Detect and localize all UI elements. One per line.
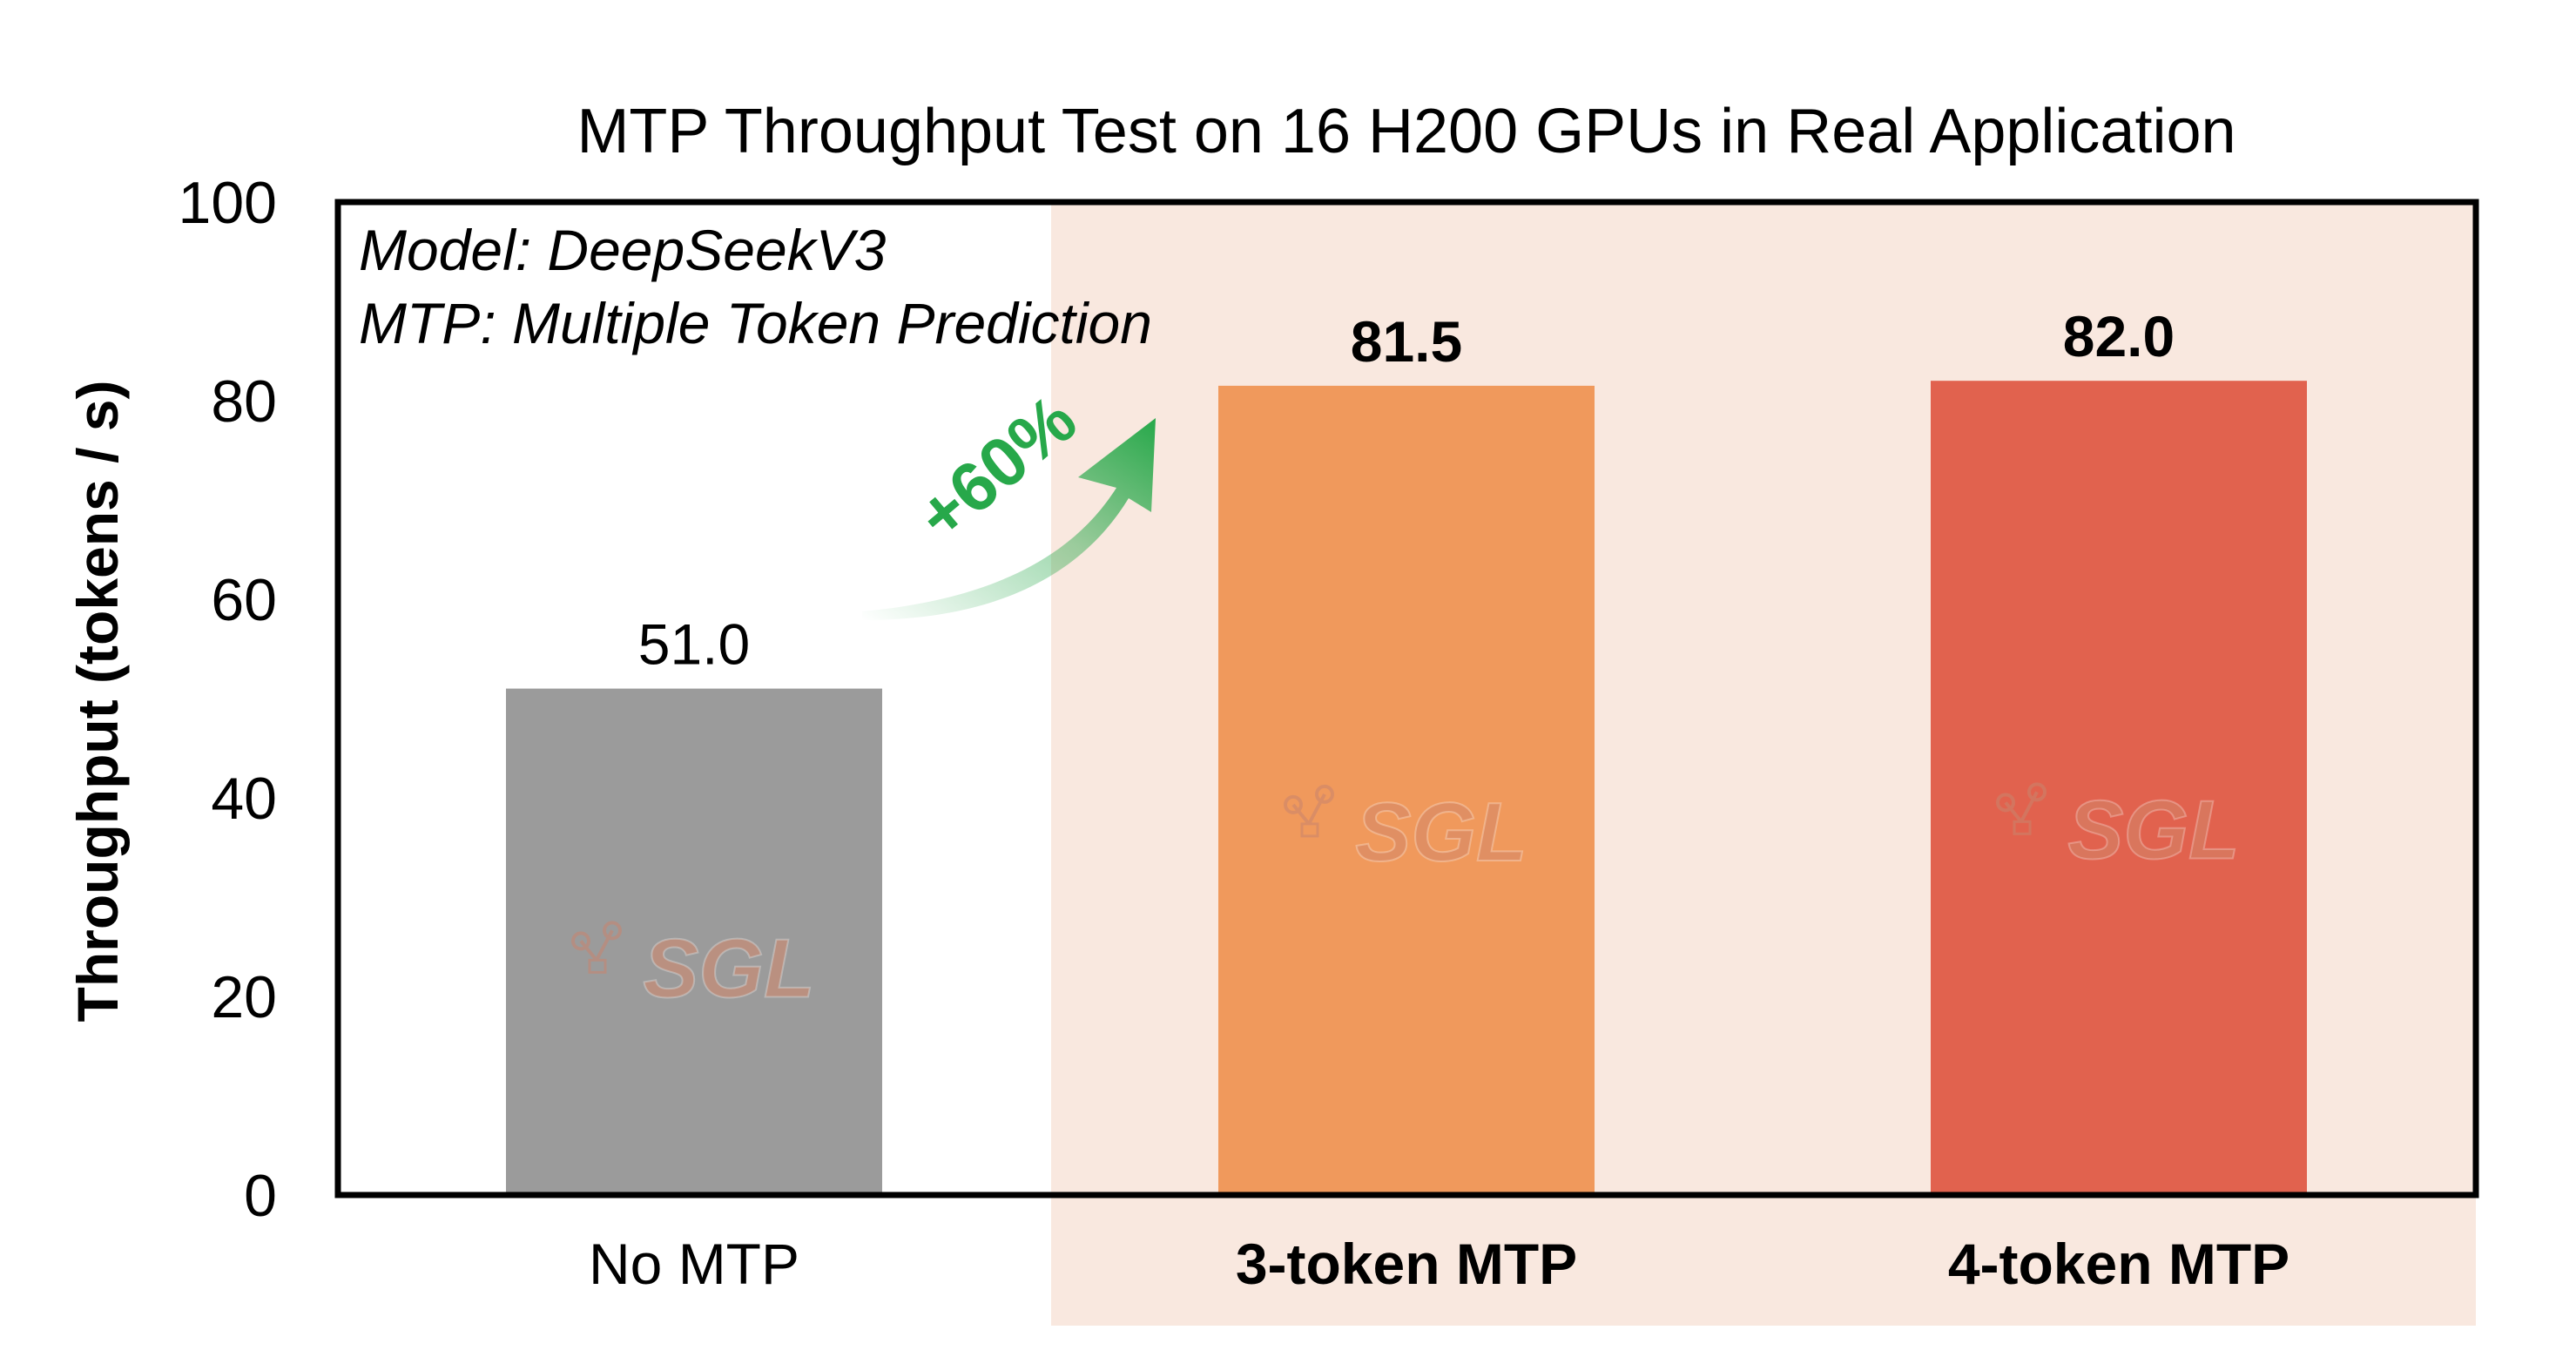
bar-value-label: 51.0 [638, 612, 750, 677]
svg-text:SGL: SGL [2067, 783, 2239, 876]
y-tick-label: 0 [244, 1163, 277, 1229]
gain-arrow [862, 418, 1156, 620]
chart-title: MTP Throughput Test on 16 H200 GPUs in R… [577, 97, 2235, 166]
bar [506, 688, 882, 1195]
bar-value-label: 82.0 [2063, 304, 2175, 368]
svg-text:SGL: SGL [1355, 786, 1527, 879]
annotation-model: Model: DeepSeekV3 [359, 218, 887, 282]
bar [1218, 385, 1595, 1195]
bar [1931, 381, 2307, 1195]
annotation-mtp: MTP: Multiple Token Prediction [359, 291, 1152, 355]
sgl-watermark-logo: SGL [571, 921, 816, 1016]
y-tick-label: 20 [211, 964, 277, 1030]
x-tick-label: 3-token MTP [1236, 1232, 1577, 1296]
y-tick-label: 40 [211, 766, 277, 832]
y-tick-label: 100 [179, 170, 277, 236]
bar-value-label: 81.5 [1351, 309, 1462, 374]
x-tick-label: 4-token MTP [1948, 1232, 2289, 1296]
x-tick-label: No MTP [589, 1232, 799, 1296]
y-axis-label: Throughput (tokens / s) [65, 381, 130, 1023]
sgl-watermark-logo: SGL [1284, 784, 1528, 880]
y-tick-label: 60 [211, 567, 277, 633]
plot-frame [334, 199, 2479, 1198]
sgl-watermark-logo: SGL [1996, 782, 2241, 877]
svg-text:SGL: SGL [643, 922, 814, 1015]
y-tick-label: 80 [211, 368, 277, 435]
